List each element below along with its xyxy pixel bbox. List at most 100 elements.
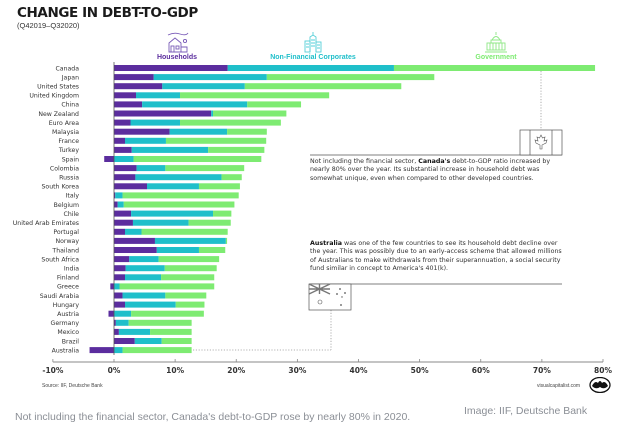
- x-tick-label: 10%: [166, 366, 184, 375]
- bar-russia-non-financial-corporates: [135, 174, 222, 181]
- chart-title: CHANGE IN DEBT-TO-GDP: [17, 5, 198, 21]
- category-label-india: India: [64, 266, 79, 273]
- bar-turkey-non-financial-corporates: [131, 146, 209, 153]
- bar-japan-non-financial-corporates: [153, 74, 267, 81]
- source-text: Source: IIF, Deutsche Bank: [42, 383, 103, 389]
- bar-brazil-households: [114, 338, 135, 344]
- category-label-russia: Russia: [59, 175, 79, 182]
- x-axis: -10% 0% 10% 20% 30% 40% 50% 60% 70% 80%: [42, 359, 612, 375]
- category-label-canada: Canada: [55, 65, 79, 72]
- category-label-chile: Chile: [64, 211, 80, 218]
- bar-spain-non-financial-corporates: [114, 156, 134, 162]
- australia-flag-icon: [308, 283, 352, 311]
- category-label-portugal: Portugal: [53, 229, 79, 236]
- bar-germany-households: [114, 319, 116, 326]
- bar-portugal-government: [141, 228, 228, 235]
- site-credit: visualcapitalist.com: [537, 383, 581, 389]
- bar-mexico-government: [150, 328, 192, 335]
- bar-hungary-non-financial-corporates: [125, 301, 176, 308]
- bar-italy-government: [122, 192, 239, 199]
- legend-label-households: Households: [156, 54, 198, 61]
- image-credit: Image: IIF, Deutsche Bank: [464, 405, 588, 417]
- bar-united-kingdom-households: [114, 92, 137, 99]
- bar-united-arab-emirates-government: [188, 219, 231, 226]
- category-label-thailand: Thailand: [51, 247, 79, 254]
- bar-spain-government: [133, 156, 262, 162]
- bar-france-non-financial-corporates: [125, 137, 166, 144]
- bar-saudi-arabia-households: [114, 292, 123, 299]
- bar-belgium-households: [114, 201, 118, 208]
- bar-finland-households: [114, 274, 126, 281]
- x-tick-label: 20%: [227, 366, 245, 375]
- bar-colombia-government: [165, 165, 245, 172]
- bar-united-arab-emirates-households: [114, 219, 133, 226]
- bar-norway-government: [225, 237, 228, 244]
- bar-russia-households: [114, 174, 136, 181]
- category-label-spain: Spain: [62, 156, 79, 163]
- bar-brazil-government: [161, 338, 192, 344]
- legend-government: Government: [441, 31, 551, 61]
- canada-flag-icon: [519, 129, 563, 156]
- legend-label-corporates: Non-Financial Corporates: [270, 54, 356, 61]
- bar-turkey-households: [114, 146, 132, 153]
- x-tick-label: 40%: [350, 366, 368, 375]
- category-label-hungary: Hungary: [53, 302, 80, 309]
- bar-japan-government: [266, 74, 435, 81]
- bar-mexico-households: [114, 328, 119, 335]
- canada-note-bold: Canada's: [418, 158, 451, 165]
- bar-south-africa-government: [158, 256, 220, 263]
- bar-south-korea-households: [114, 183, 148, 190]
- category-label-colombia: Colombia: [50, 165, 79, 172]
- bar-new-zealand-government: [213, 110, 287, 117]
- bar-brazil-non-financial-corporates: [134, 338, 162, 344]
- bar-new-zealand-households: [114, 110, 212, 117]
- bar-portugal-households: [114, 228, 126, 235]
- category-label-mexico: Mexico: [57, 329, 79, 336]
- bar-thailand-households: [114, 247, 157, 253]
- legend-label-government: Government: [475, 54, 517, 61]
- category-label-france: France: [58, 138, 79, 145]
- bar-austria-government: [131, 310, 204, 317]
- bar-canada-non-financial-corporates: [227, 65, 394, 71]
- category-label-norway: Norway: [56, 238, 80, 245]
- bar-austria-households: [108, 310, 114, 317]
- bar-italy-households: [114, 192, 116, 199]
- bar-italy-non-financial-corporates: [115, 192, 123, 199]
- bar-france-households: [114, 137, 126, 144]
- bar-canada-government: [393, 65, 596, 71]
- bar-colombia-households: [114, 165, 137, 172]
- category-label-china: China: [61, 102, 79, 109]
- canada-note-lead: Not including the financial sector,: [310, 158, 419, 165]
- image-caption: Not including the financial sector, Cana…: [15, 411, 411, 423]
- category-label-australia: Australia: [52, 347, 80, 354]
- category-label-saudi-arabia: Saudi Arabia: [40, 293, 79, 300]
- bar-china-government: [247, 101, 302, 108]
- bar-india-households: [114, 265, 126, 272]
- category-label-malaysia: Malaysia: [52, 129, 79, 136]
- bar-finland-non-financial-corporates: [125, 274, 162, 281]
- bar-japan-households: [114, 74, 154, 81]
- bar-greece-households: [110, 283, 114, 290]
- category-label-south-africa: South Africa: [41, 256, 79, 263]
- category-label-turkey: Turkey: [58, 147, 79, 154]
- bar-saudi-arabia-non-financial-corporates: [122, 292, 166, 299]
- bar-united-states-households: [114, 83, 163, 90]
- bar-hungary-government: [175, 301, 205, 308]
- bar-spain-households: [104, 156, 114, 162]
- category-label-united-arab-emirates: United Arab Emirates: [13, 220, 79, 227]
- bar-united-states-government: [244, 83, 402, 90]
- bar-finland-government: [161, 274, 215, 281]
- bar-chile-government: [213, 210, 232, 217]
- australia-note-bold: Australia: [310, 240, 343, 247]
- bars-group: [89, 65, 596, 354]
- category-label-germany: Germany: [51, 320, 80, 327]
- bar-united-kingdom-non-financial-corporates: [136, 92, 181, 99]
- legend-corporates: Non-Financial Corporates: [258, 31, 368, 61]
- category-label-euro-area: Euro Area: [49, 120, 79, 127]
- category-label-italy: Italy: [66, 193, 80, 200]
- x-tick-label: 50%: [411, 366, 429, 375]
- category-label-belgium: Belgium: [54, 202, 79, 209]
- bar-australia-non-financial-corporates: [114, 347, 123, 354]
- bar-united-states-non-financial-corporates: [162, 83, 245, 90]
- x-tick-label: 80%: [594, 366, 612, 375]
